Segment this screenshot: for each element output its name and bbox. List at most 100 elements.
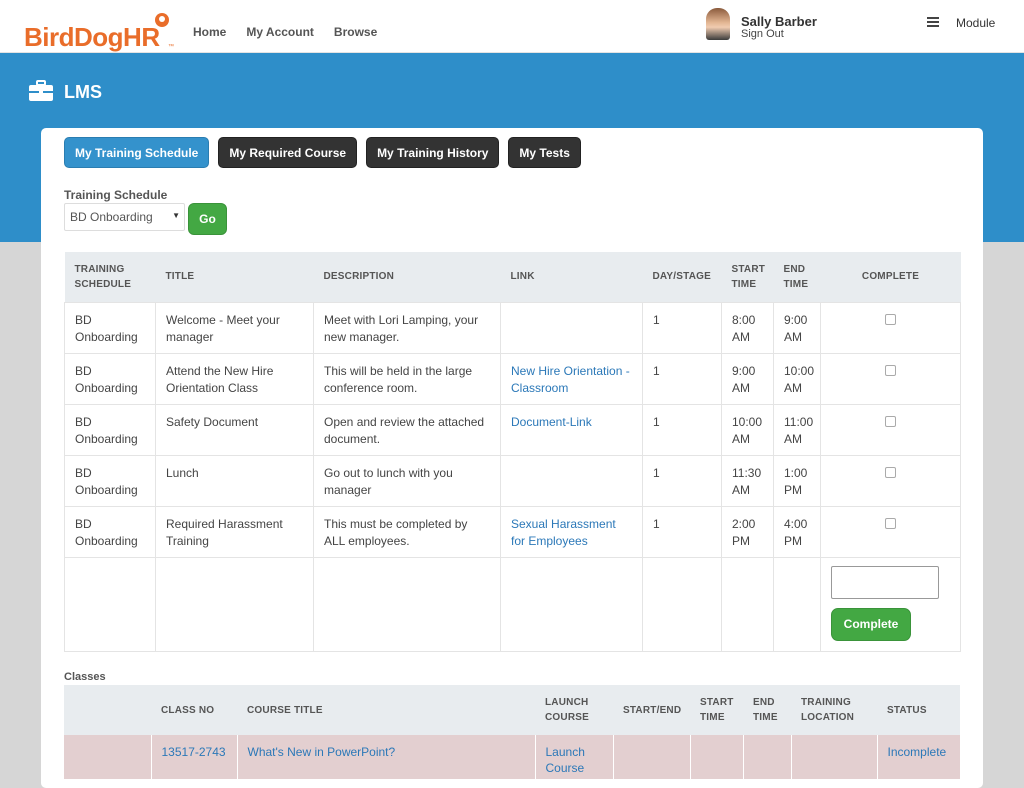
tab-my-training-schedule[interactable]: My Training Schedule (64, 137, 210, 168)
cell-end: 10:00 AM (773, 352, 821, 405)
col-header-link: LINK (500, 252, 643, 302)
cell-complete (820, 301, 961, 354)
hamburger-menu-icon[interactable] (927, 17, 939, 27)
cell-schedule: BD Onboarding (64, 352, 156, 405)
col-header-start-time: START TIME (721, 252, 774, 302)
cell-title: Lunch (155, 454, 314, 507)
tab-my-required-course[interactable]: My Required Course (218, 137, 358, 168)
tab-my-tests[interactable]: My Tests (508, 137, 581, 168)
table-row: BD Onboarding Lunch Go out to lunch with… (64, 454, 961, 507)
cell-schedule: BD Onboarding (64, 301, 156, 354)
training-schedule-select[interactable]: BD Onboarding ▼ (64, 203, 185, 231)
complete-checkbox[interactable] (885, 466, 896, 478)
classes-label: Classes (64, 671, 106, 683)
sign-out-link[interactable]: Sign Out (741, 28, 784, 40)
cell-description: Meet with Lori Lamping, your new manager… (313, 301, 501, 354)
class-no-link[interactable]: 13517-2743 (161, 745, 226, 759)
cell-complete (820, 352, 961, 405)
col-header-day-stage: DAY/STAGE (642, 252, 722, 302)
complete-checkbox[interactable] (885, 313, 896, 325)
classes-table: CLASS NO COURSE TITLE LAUNCH COURSE STAR… (64, 685, 961, 779)
go-button[interactable]: Go (188, 203, 227, 235)
complete-checkbox[interactable] (885, 517, 896, 529)
col-header-training-schedule: TRAINING SCHEDULE (64, 252, 156, 302)
cell-link: New Hire Orientation - Classroom (500, 352, 643, 405)
cell-schedule: BD Onboarding (64, 454, 156, 507)
status-link[interactable]: Incomplete (887, 745, 947, 759)
top-header: BirdDogHR ™ Home My Account Browse Sally… (0, 0, 1024, 53)
classes-header-row: CLASS NO COURSE TITLE LAUNCH COURSE STAR… (64, 685, 960, 735)
cell-title: Attend the New Hire Orientation Class (155, 352, 314, 405)
cell-day: 1 (642, 454, 722, 507)
dropdown-arrow-icon: ▼ (172, 211, 180, 220)
cell-complete (820, 454, 961, 507)
cell-start-time (690, 735, 744, 779)
cell-complete (820, 505, 961, 558)
training-schedule-table: TRAINING SCHEDULE TITLE DESCRIPTION LINK… (64, 252, 961, 652)
col-header-training-location: TRAINING LOCATION (791, 685, 877, 735)
col-header-blank (64, 685, 151, 735)
user-name: Sally Barber (741, 14, 817, 29)
col-header-end-time: END TIME (773, 252, 821, 302)
user-avatar[interactable] (706, 8, 730, 40)
cell-link: Document-Link (500, 403, 643, 456)
cell-start: 10:00 AM (721, 403, 774, 456)
cell-schedule: BD Onboarding (64, 505, 156, 558)
table-action-row: Complete (64, 556, 961, 652)
tab-bar: My Training Schedule My Required Course … (64, 137, 581, 168)
module-menu-label[interactable]: Module (956, 16, 996, 30)
col-header-title: TITLE (155, 252, 314, 302)
complete-button[interactable]: Complete (831, 607, 911, 641)
course-title-link[interactable]: What's New in PowerPoint? (247, 745, 396, 759)
table-row: BD Onboarding Safety Document Open and r… (64, 403, 961, 456)
cell-description: This must be completed by ALL employees. (313, 505, 501, 558)
col-header-class-no: CLASS NO (151, 685, 237, 735)
complete-checkbox[interactable] (885, 415, 896, 427)
complete-checkbox[interactable] (885, 364, 896, 376)
col-header-description: DESCRIPTION (313, 252, 501, 302)
page-title: LMS (64, 82, 102, 102)
cell-start: 2:00 PM (721, 505, 774, 558)
nav-home[interactable]: Home (193, 25, 227, 39)
cell-description: Go out to lunch with you manager (313, 454, 501, 507)
logo-mark-icon (155, 13, 169, 27)
cell-link (500, 454, 643, 507)
row-link[interactable]: Sexual Harassment for Employees (511, 516, 616, 548)
main-nav: Home My Account Browse (193, 25, 377, 39)
col-header-start-time: START TIME (690, 685, 743, 735)
cell-day: 1 (642, 505, 722, 558)
cell-complete-action: Complete (820, 556, 961, 652)
nav-my-account[interactable]: My Account (246, 25, 314, 39)
cell-start: 11:30 AM (721, 454, 774, 507)
cell-location (791, 735, 878, 779)
nav-browse[interactable]: Browse (333, 25, 378, 39)
table-row: 13517-2743 What's New in PowerPoint? Lau… (64, 735, 961, 779)
cell-day: 1 (642, 403, 722, 456)
logo-trademark: ™ (168, 44, 174, 50)
table-row: BD Onboarding Required Harassment Traini… (64, 505, 961, 558)
cell-end: 11:00 AM (773, 403, 821, 456)
complete-note-input[interactable] (831, 565, 939, 599)
cell-complete (820, 403, 961, 456)
cell-link (500, 301, 643, 354)
row-link[interactable]: New Hire Orientation - Classroom (511, 363, 630, 395)
cell-title: Safety Document (155, 403, 314, 456)
col-header-complete: COMPLETE (820, 252, 961, 302)
briefcase-icon (29, 80, 53, 101)
selected-schedule: BD Onboarding (70, 210, 153, 224)
launch-course-link[interactable]: Launch Course (545, 745, 585, 775)
col-header-end-time: END TIME (743, 685, 791, 735)
table-row: BD Onboarding Welcome - Meet your manage… (64, 301, 961, 354)
cell-description: This will be held in the large conferenc… (313, 352, 501, 405)
cell-start: 8:00 AM (721, 301, 774, 354)
cell-title: Welcome - Meet your manager (155, 301, 314, 354)
logo-text: BirdDogHR (24, 22, 160, 52)
training-schedule-label: Training Schedule (64, 188, 168, 202)
col-header-course-title: COURSE TITLE (237, 685, 535, 735)
tab-my-training-history[interactable]: My Training History (366, 137, 500, 168)
row-link[interactable]: Document-Link (511, 414, 592, 429)
birddoghr-logo[interactable]: BirdDogHR ™ (24, 12, 174, 52)
col-header-start-end: START/END (613, 685, 690, 735)
cell-title: Required Harassment Training (155, 505, 314, 558)
cell-end-time (743, 735, 792, 779)
